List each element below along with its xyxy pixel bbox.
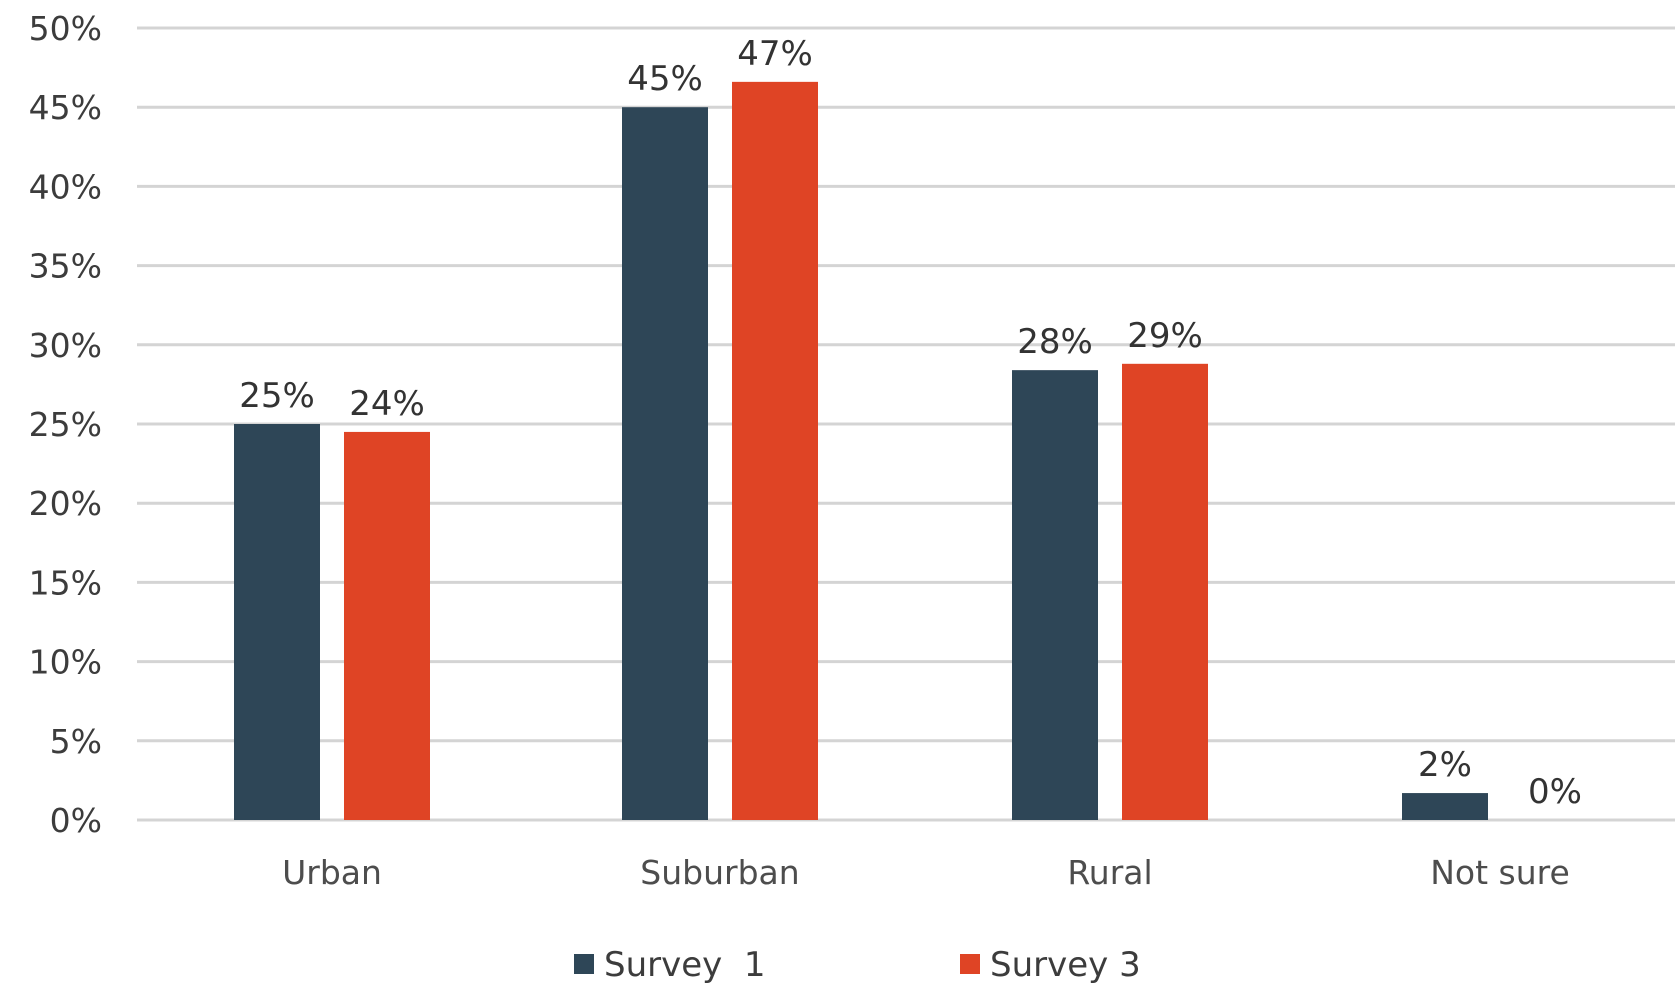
x-axis-category-labels: Urban Suburban Rural Not sure — [282, 853, 1570, 892]
bar-survey-3-suburban — [732, 81, 818, 820]
data-label: 45% — [627, 59, 703, 99]
x-category-label: Not sure — [1430, 853, 1570, 892]
y-axis-tick-labels: 0% 5% 10% 15% 20% 25% 30% 35% 40% 45% 50% — [29, 9, 102, 840]
bar-survey-3-urban — [344, 431, 430, 820]
data-label: 2% — [1418, 745, 1472, 785]
legend: Survey 1 Survey 3 — [574, 945, 1141, 985]
data-label: 25% — [239, 376, 315, 416]
y-tick-label: 35% — [29, 247, 102, 286]
y-tick-label: 40% — [29, 167, 102, 206]
legend-swatch — [960, 954, 980, 974]
bar-survey-1-rural — [1012, 370, 1098, 820]
data-label: 0% — [1528, 772, 1582, 812]
legend-swatch — [574, 954, 594, 974]
legend-label: Survey 3 — [990, 945, 1141, 985]
y-tick-label: 50% — [29, 9, 102, 48]
data-label: 28% — [1017, 322, 1093, 362]
y-tick-label: 25% — [29, 405, 102, 444]
bars — [234, 81, 1488, 820]
bar-survey-1-urban — [234, 424, 320, 820]
y-tick-label: 30% — [29, 326, 102, 365]
y-tick-label: 10% — [29, 643, 102, 682]
bar-survey-1-not-sure — [1402, 793, 1488, 820]
y-tick-label: 0% — [50, 801, 102, 840]
data-labels: 25% 45% 28% 2% 24% 47% 29% 0% — [239, 34, 1582, 812]
y-tick-label: 20% — [29, 484, 102, 523]
x-category-label: Rural — [1067, 853, 1152, 892]
legend-item-survey-3: Survey 3 — [960, 945, 1141, 985]
x-category-label: Urban — [282, 853, 382, 892]
legend-label: Survey 1 — [604, 945, 766, 985]
y-tick-label: 45% — [29, 88, 102, 127]
data-label: 24% — [349, 384, 425, 424]
bar-survey-1-suburban — [622, 107, 708, 820]
legend-item-survey-1: Survey 1 — [574, 945, 766, 985]
data-label: 47% — [737, 34, 813, 74]
data-label: 29% — [1127, 316, 1203, 356]
y-tick-label: 15% — [29, 563, 102, 602]
bar-survey-3-rural — [1122, 363, 1208, 820]
x-category-label: Suburban — [640, 853, 799, 892]
y-tick-label: 5% — [50, 722, 102, 761]
